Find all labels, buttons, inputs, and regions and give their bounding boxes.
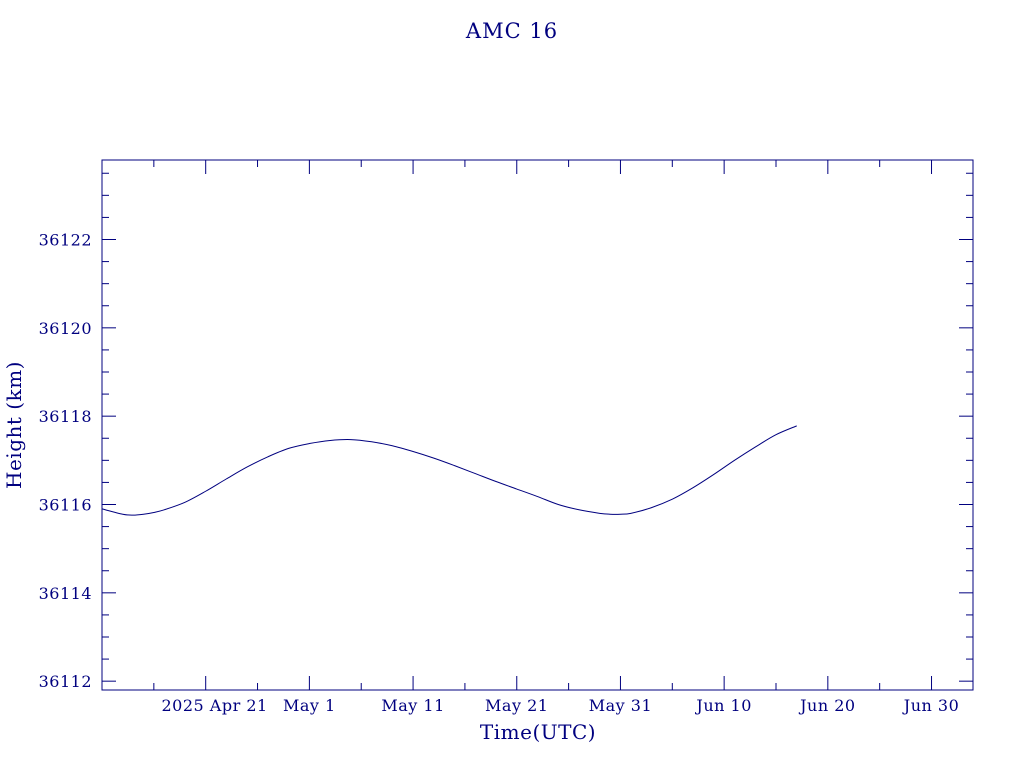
y-tick-label: 36122 xyxy=(39,231,92,250)
plot-frame xyxy=(101,159,974,691)
x-tick-label: Jun 10 xyxy=(694,696,751,715)
y-tick-label: 36114 xyxy=(39,584,92,603)
x-axis-tick-labels: 2025 Apr 21 May 1 May 11 May 21 May 31 Jun 10… xyxy=(161,696,959,715)
y-tick-label: 36120 xyxy=(39,319,92,338)
x-axis-label: Time(UTC) xyxy=(480,720,596,744)
x-tick-label: May 31 xyxy=(589,696,652,715)
y-axis-tick-labels: 36112 36114 36116 36118 36120 36122 xyxy=(39,231,92,692)
x-tick-label: May 11 xyxy=(381,696,444,715)
chart-title: AMC 16 xyxy=(465,19,558,43)
y-axis-label: Height (km) xyxy=(2,361,26,489)
x-tick-label: 2025 Apr 21 xyxy=(161,696,267,715)
y-tick-label: 36116 xyxy=(39,496,92,515)
y-axis-ticks xyxy=(102,172,973,682)
y-tick-label: 36112 xyxy=(39,672,92,691)
series-line xyxy=(101,425,797,516)
x-tick-label: Jun 20 xyxy=(798,696,855,715)
x-axis-ticks xyxy=(153,160,933,690)
y-tick-label: 36118 xyxy=(39,407,92,426)
x-tick-label: May 1 xyxy=(283,696,336,715)
x-tick-label: May 21 xyxy=(485,696,548,715)
x-tick-label: Jun 30 xyxy=(902,696,959,715)
